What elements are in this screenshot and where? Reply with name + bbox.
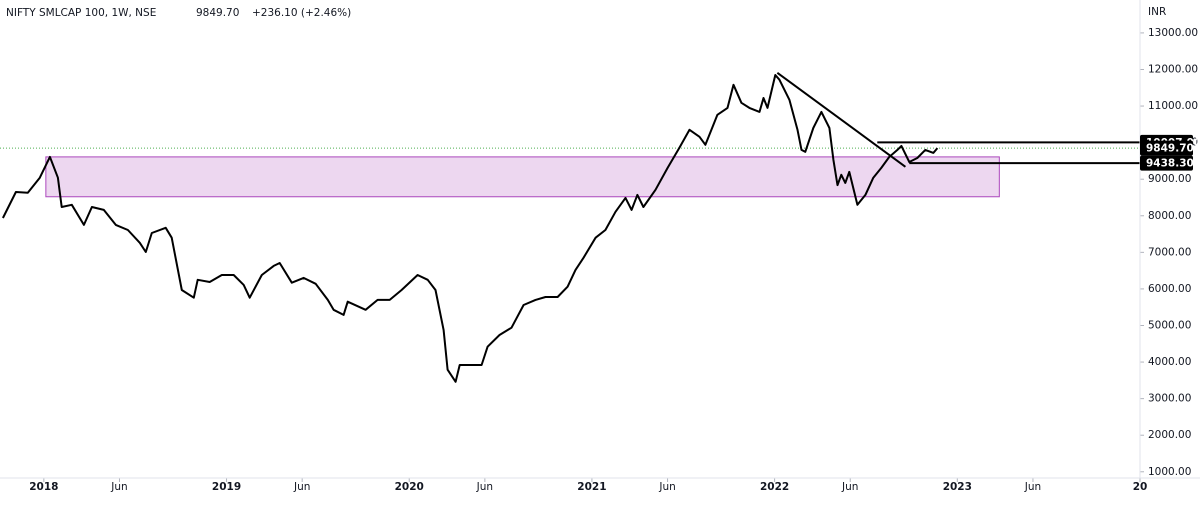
x-tick-label: Jun (658, 481, 675, 493)
x-tick-label: Jun (1024, 481, 1041, 493)
y-tick-label: 5000.00 (1148, 319, 1191, 331)
x-tick-label: 2023 (943, 481, 972, 493)
y-tick-label: 12000.00 (1148, 63, 1198, 75)
last-price-label-box (1140, 140, 1193, 156)
price-line (2, 74, 939, 383)
symbol-title: NIFTY SMLCAP 100, 1W, NSE (6, 7, 156, 19)
y-tick-label: 13000.00 (1148, 27, 1198, 39)
y-tick-label: 2000.00 (1148, 429, 1191, 441)
last-price-label: 9849.70 (1146, 143, 1194, 155)
price-change: +236.10 (+2.46%) (252, 7, 351, 19)
x-tick-label: Jun (841, 481, 858, 493)
x-tick-label: 2018 (29, 481, 58, 493)
currency: INR (1148, 6, 1166, 18)
x-tick-label: 2022 (760, 481, 789, 493)
x-tick-label: Jun (293, 481, 310, 493)
y-tick-label: 6000.00 (1148, 283, 1191, 295)
y-tick-label: 3000.00 (1148, 393, 1191, 405)
last-price: 9849.70 (196, 7, 239, 19)
x-tick-label: 2020 (395, 481, 424, 493)
x-tick-label: Jun (476, 481, 493, 493)
zone-rect (45, 156, 1000, 198)
x-tick-label: Jun (110, 481, 127, 493)
y-tick-label: 8000.00 (1148, 210, 1191, 222)
x-tick-label: 20 (1133, 481, 1148, 493)
x-tick-label: 2019 (212, 481, 241, 493)
y-tick-label: 11000.00 (1148, 100, 1198, 112)
y-tick-label: 7000.00 (1148, 246, 1191, 258)
y-tick-label: 1000.00 (1148, 466, 1191, 478)
plot-layer (0, 32, 1144, 482)
x-tick-label: 2021 (577, 481, 606, 493)
y-tick-label: 4000.00 (1148, 356, 1191, 368)
line-price-label: 9438.30 (1146, 158, 1194, 170)
y-tick-label: 9000.00 (1148, 173, 1191, 185)
line-price-label-box (1140, 155, 1193, 171)
trendline (776, 71, 907, 168)
